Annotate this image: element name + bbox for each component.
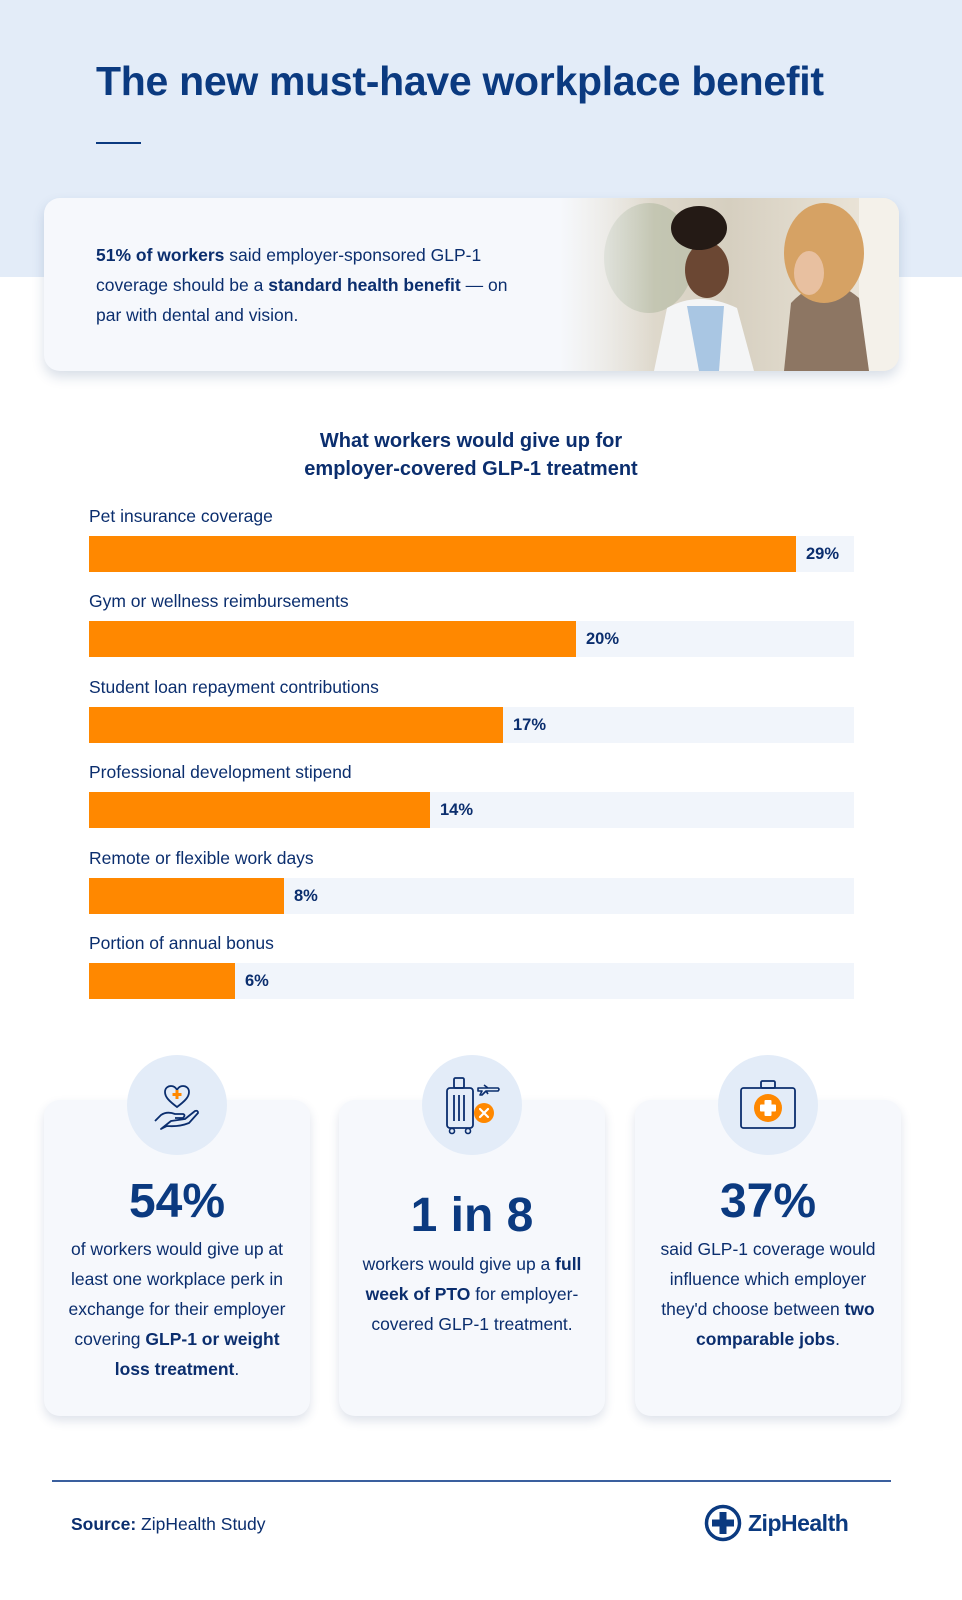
- bar-value-label: 17%: [513, 715, 547, 734]
- heart-in-hand-icon: [154, 1085, 199, 1130]
- stat-card: 1 in 8 workers would give up a full week…: [339, 1100, 605, 1416]
- bar-track: 14%: [89, 792, 854, 829]
- stat-desc-bold: two comparable jobs: [696, 1299, 875, 1349]
- bar-track: 17%: [89, 706, 854, 743]
- bar-category-label: Professional development stipend: [89, 762, 352, 783]
- bar-category-label: Remote or flexible work days: [89, 847, 314, 868]
- bar-row: Professional development stipend 14%: [89, 759, 854, 844]
- bar-value-label: 14%: [440, 801, 474, 820]
- source-value: ZipHealth Study: [136, 1514, 266, 1534]
- footer-divider: [52, 1480, 891, 1482]
- bar-track: 29%: [89, 536, 854, 572]
- stat-desc-bold: full week of PTO: [365, 1254, 582, 1304]
- bar: [89, 962, 235, 999]
- hero-stat: 51% of workers: [96, 245, 225, 265]
- bar: [89, 536, 796, 572]
- stat-desc-part: for employer-covered GLP-1 treatment.: [371, 1284, 579, 1334]
- stat-desc-bold: GLP-1 or weight loss treatment: [114, 1329, 280, 1379]
- bar: [89, 792, 430, 829]
- stat-desc-part: said GLP-1 coverage would influence whic…: [660, 1239, 876, 1319]
- first-aid-kit-icon: [740, 1080, 796, 1129]
- hero-photo: [559, 198, 899, 371]
- bar-chart: Pet insurance coverage 29% Gym or wellness…: [89, 503, 854, 1015]
- ziphealth-plus-icon: [704, 1504, 742, 1542]
- brand-logo: ZipHealth: [704, 1504, 849, 1542]
- stat-icon-badge: [127, 1055, 227, 1155]
- bar-category-label: Portion of annual bonus: [89, 932, 274, 953]
- hero-text-part: said employer-sponsored GLP-1 coverage s…: [96, 245, 482, 295]
- stat-desc-part: of workers would give up at least one wo…: [68, 1239, 286, 1349]
- stat-number: 1 in 8: [410, 1189, 534, 1242]
- stat-number: 54%: [128, 1175, 226, 1228]
- brand-name: ZipHealth: [748, 1509, 849, 1536]
- bar: [89, 621, 576, 658]
- bar: [89, 877, 284, 914]
- page-title: The new must-have workplace benefit: [96, 58, 824, 104]
- stat-number: 37%: [719, 1175, 817, 1228]
- bar: [89, 706, 503, 743]
- bar-track: 6%: [89, 962, 854, 999]
- bar-category-label: Gym or wellness reimbursements: [89, 591, 349, 612]
- stat-description: of workers would give up at least one wo…: [44, 1234, 310, 1384]
- stat-icon-badge: [422, 1055, 522, 1155]
- hero-text-part: — on par with dental and vision.: [96, 275, 508, 325]
- hero-card: 51% of workers said employer-sponsored G…: [44, 198, 899, 371]
- chart-title-line: employer-covered GLP-1 treatment: [304, 458, 638, 480]
- source-label: Source:: [71, 1514, 137, 1534]
- luggage-cancel-icon: [446, 1077, 500, 1135]
- bar-row: Remote or flexible work days 8%: [89, 845, 854, 930]
- bar-value-label: 6%: [245, 971, 269, 990]
- chart-title: What workers would give up for employer-…: [0, 427, 942, 483]
- bar-value-label: 29%: [806, 545, 840, 563]
- bar-track: 8%: [89, 877, 854, 914]
- hero-emphasis: standard health benefit: [268, 275, 461, 295]
- bar-value-label: 20%: [586, 630, 620, 649]
- bar-row: Pet insurance coverage 29%: [89, 503, 854, 588]
- hero-text: 51% of workers said employer-sponsored G…: [96, 240, 516, 330]
- bar-row: Student loan repayment contributions 17%: [89, 674, 854, 759]
- stat-desc-part: workers would give up a: [362, 1254, 556, 1274]
- bar-category-label: Pet insurance coverage: [89, 506, 273, 526]
- bar-row: Portion of annual bonus 6%: [89, 930, 854, 1015]
- stat-desc-part: .: [234, 1359, 240, 1379]
- chart-title-line: What workers would give up for: [319, 430, 623, 452]
- stat-icon-badge: [718, 1055, 818, 1155]
- stat-description: workers would give up a full week of PTO…: [339, 1249, 605, 1339]
- bar-row: Gym or wellness reimbursements 20%: [89, 588, 854, 673]
- stat-card: 54% of workers would give up at least on…: [44, 1100, 310, 1416]
- source-citation: Source: ZipHealth Study: [71, 1514, 266, 1535]
- title-underline: [96, 142, 141, 144]
- stat-description: said GLP-1 coverage would influence whic…: [635, 1234, 901, 1354]
- bar-track: 20%: [89, 621, 854, 658]
- bar-value-label: 8%: [294, 886, 318, 905]
- stat-desc-part: .: [835, 1329, 840, 1349]
- bar-category-label: Student loan repayment contributions: [89, 676, 379, 697]
